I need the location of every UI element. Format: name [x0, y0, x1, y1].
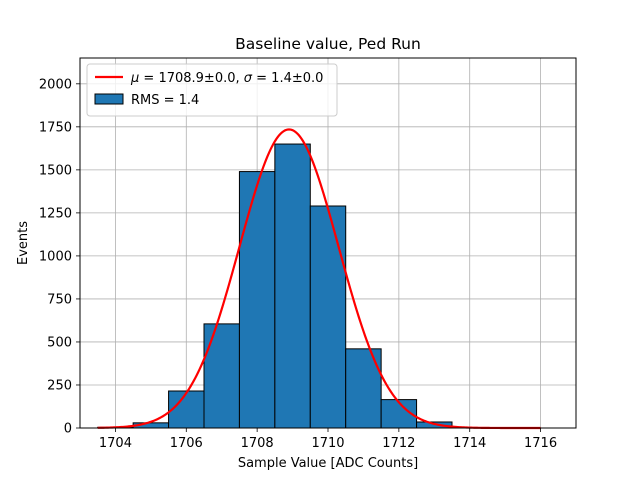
- legend-sigma-symbol: σ: [244, 71, 253, 86]
- x-tick-label: 1708: [241, 436, 274, 451]
- histogram-bar: [168, 390, 205, 429]
- histogram-bar: [309, 205, 347, 429]
- y-tick-label: 2000: [39, 77, 72, 92]
- x-tick-label: 1712: [382, 436, 415, 451]
- legend-box: [86, 63, 338, 117]
- y-tick-label: 750: [47, 292, 72, 307]
- x-axis: 1704 1706 1708 1710 1712 1714 1716: [99, 428, 557, 451]
- legend-hist-swatch: [94, 93, 124, 105]
- histogram-bars: [97, 143, 488, 429]
- y-tick-label: 1250: [39, 206, 72, 221]
- x-tick-label: 1716: [524, 436, 557, 451]
- x-tick-label: 1706: [170, 436, 203, 451]
- legend: μ = 1708.9±0.0, σ = 1.4±0.0 RMS = 1.4: [86, 63, 338, 117]
- chart-title: Baseline value, Ped Run: [235, 35, 421, 53]
- y-tick-label: 1500: [39, 163, 72, 178]
- y-tick-label: 1000: [39, 249, 72, 264]
- y-axis-title: Events: [16, 221, 31, 265]
- y-axis: 0 250 500 750 1000 1250 1500 1750 2000: [39, 77, 80, 437]
- histogram-bar: [238, 171, 276, 429]
- y-tick-label: 250: [47, 378, 72, 393]
- x-tick-label: 1710: [311, 436, 344, 451]
- histogram-bar: [203, 323, 240, 429]
- y-tick-label: 1750: [39, 120, 72, 135]
- legend-fit-label: μ = 1708.9±0.0, σ = 1.4±0.0: [130, 71, 323, 86]
- x-tick-label: 1714: [453, 436, 486, 451]
- x-tick-label: 1704: [99, 436, 132, 451]
- y-tick-label: 0: [64, 422, 72, 437]
- legend-mu-value: = 1708.9±0.0,: [139, 71, 243, 86]
- y-tick-label: 500: [47, 335, 72, 350]
- legend-mu-symbol: μ: [130, 71, 139, 86]
- x-axis-title: Sample Value [ADC Counts]: [238, 456, 418, 471]
- legend-sigma-value: = 1.4±0.0: [252, 71, 323, 86]
- histogram-bar: [274, 143, 311, 429]
- legend-hist-label: RMS = 1.4: [131, 93, 199, 108]
